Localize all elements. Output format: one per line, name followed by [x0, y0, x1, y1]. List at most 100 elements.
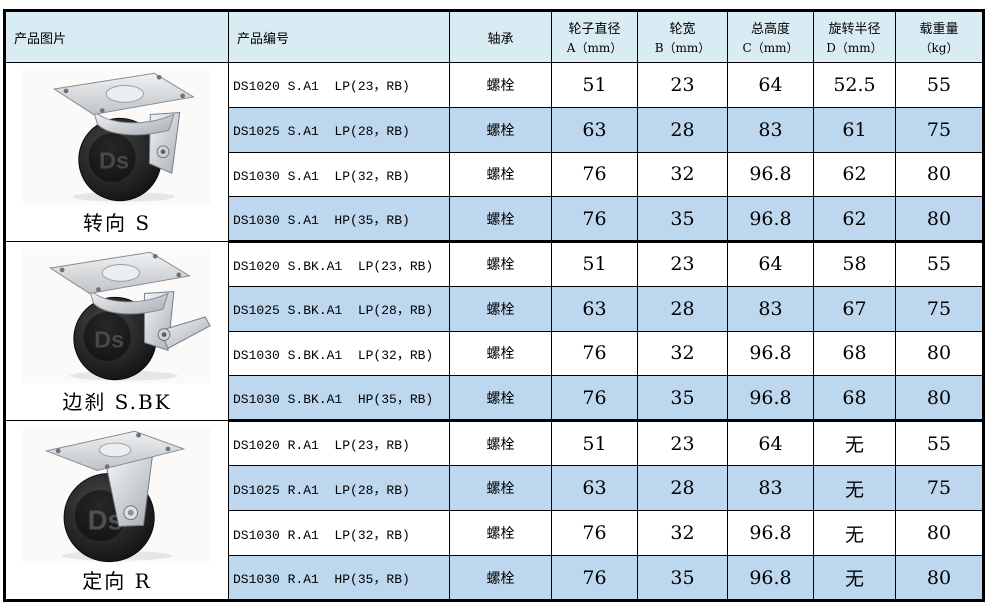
product-image-cell-brake: Ds 边刹 S.BK: [4, 241, 229, 421]
cell-swivel-radius: 52.5: [813, 62, 896, 108]
col-header-bearing: 轴承: [449, 10, 552, 63]
cell-product-code: DS1020 R.A1 LP(23，RB): [228, 420, 450, 466]
cell-wheel-diameter: 76: [551, 375, 638, 422]
cell-wheel-diameter: 63: [551, 106, 638, 153]
table-row: Ds 定向 R DS1020 R.A1 LP(23，RB) 螺栓: [4, 420, 984, 601]
cell-product-code: DS1030 R.A1 HP(35，RB): [228, 555, 450, 602]
cell-wheel-width: 23: [637, 62, 728, 108]
cell-total-height: 96.8: [727, 375, 814, 422]
cell-load-capacity: 80: [895, 555, 984, 602]
group-caption: 定向 R: [82, 569, 152, 593]
table-row: Ds 边刹 S.BK: [4, 241, 984, 421]
cell-swivel-radius: 68: [813, 330, 896, 377]
cell-total-height: 96.8: [727, 151, 814, 198]
cell-bearing: 螺栓: [449, 241, 552, 287]
cell-bearing: 螺栓: [449, 420, 552, 466]
cell-bearing: 螺栓: [449, 151, 552, 198]
cell-bearing: 螺栓: [449, 510, 552, 556]
cell-swivel-radius: 67: [813, 285, 896, 332]
col-header-label: 总高度: [750, 22, 790, 37]
cell-wheel-width: 32: [637, 510, 728, 556]
rigid-caster-image: Ds: [22, 426, 212, 563]
header-row: 产品图片 产品编号 轴承 轮子直径 A（mm） 轮宽 B（mm） 总高度 C（m…: [4, 10, 984, 63]
col-header-label: 产品编号: [237, 31, 290, 47]
cell-total-height: 64: [727, 62, 814, 108]
cell-total-height: 96.8: [727, 510, 814, 556]
caster-spec-table: 产品图片 产品编号 轴承 轮子直径 A（mm） 轮宽 B（mm） 总高度 C（m…: [3, 9, 985, 602]
group-caption: 转向 S: [82, 211, 152, 235]
cell-load-capacity: 55: [895, 420, 984, 466]
cell-load-capacity: 80: [895, 375, 984, 422]
cell-wheel-diameter: 63: [551, 465, 638, 511]
cell-swivel-radius: 62: [813, 196, 896, 243]
cell-swivel-radius: 58: [813, 241, 896, 287]
cell-product-code: DS1030 S.BK.A1 HP(35，RB): [228, 375, 450, 422]
col-header-label: 产品图片: [14, 31, 67, 47]
cell-total-height: 96.8: [727, 330, 814, 377]
cell-wheel-diameter: 76: [551, 555, 638, 602]
col-header-swivel-radius: 旋转半径 D（mm）: [813, 10, 896, 63]
cell-wheel-diameter: 76: [551, 330, 638, 377]
product-image-cell-rigid: Ds 定向 R: [4, 420, 229, 601]
table-row: DS1030 S.BK.A1 LP(32，RB) 螺栓 76 32 96.8 6…: [5, 330, 984, 377]
cell-product-code: DS1020 S.BK.A1 LP(23，RB): [228, 241, 450, 287]
cell-swivel-radius: 无: [813, 555, 896, 602]
cell-total-height: 83: [727, 465, 814, 511]
table-row: DS1030 S.A1 HP(35，RB) 螺栓 76 35 96.8 62 8…: [5, 196, 984, 243]
cell-product-code: DS1020 S.A1 LP(23，RB): [228, 62, 450, 108]
cell-wheel-width: 35: [637, 196, 728, 243]
cell-wheel-width: 28: [637, 106, 728, 153]
cell-total-height: 96.8: [727, 196, 814, 243]
cell-total-height: 83: [727, 106, 814, 153]
cell-wheel-diameter: 51: [551, 420, 638, 466]
rigid-caster-photo: Ds: [6, 422, 228, 567]
cell-swivel-radius: 61: [813, 106, 896, 153]
wheel-logo-text: Ds: [99, 147, 129, 173]
col-header-label: 轴承: [487, 31, 514, 47]
cell-wheel-diameter: 76: [551, 510, 638, 556]
swivel-brake-caster-image: Ds: [22, 247, 212, 384]
col-header-product-code: 产品编号: [228, 10, 450, 63]
cell-bearing: 螺栓: [449, 375, 552, 422]
cell-wheel-width: 35: [637, 555, 728, 602]
cell-bearing: 螺栓: [449, 285, 552, 332]
group-caption: 边刹 S.BK: [62, 390, 172, 414]
cell-product-code: DS1030 S.A1 LP(32，RB): [228, 151, 450, 198]
col-header-label: 载重量: [919, 22, 959, 37]
cell-swivel-radius: 无: [813, 510, 896, 556]
swivel-caster-photo: Ds: [6, 64, 228, 209]
cell-load-capacity: 75: [895, 285, 984, 332]
cell-bearing: 螺栓: [449, 196, 552, 243]
cell-wheel-width: 23: [637, 241, 728, 287]
col-header-label: 旋转半径: [828, 22, 881, 37]
cell-product-code: DS1030 S.BK.A1 LP(32，RB): [228, 330, 450, 377]
cell-wheel-diameter: 76: [551, 151, 638, 198]
cell-product-code: DS1025 S.A1 LP(28，RB): [228, 106, 450, 153]
table-row: DS1030 S.BK.A1 HP(35，RB) 螺栓 76 35 96.8 6…: [5, 375, 984, 422]
cell-bearing: 螺栓: [449, 465, 552, 511]
cell-total-height: 83: [727, 285, 814, 332]
cell-total-height: 96.8: [727, 555, 814, 602]
cell-wheel-width: 28: [637, 285, 728, 332]
cell-bearing: 螺栓: [449, 555, 552, 602]
cell-wheel-width: 28: [637, 465, 728, 511]
col-header-wheel-diameter: 轮子直径 A（mm）: [551, 10, 638, 63]
table-header: 产品图片 产品编号 轴承 轮子直径 A（mm） 轮宽 B（mm） 总高度 C（m…: [4, 10, 984, 63]
cell-wheel-width: 32: [637, 151, 728, 198]
cell-load-capacity: 80: [895, 510, 984, 556]
col-header-label: 轮宽: [669, 22, 696, 37]
cell-total-height: 64: [727, 241, 814, 287]
cell-load-capacity: 75: [895, 465, 984, 511]
table-row: DS1025 S.BK.A1 LP(28，RB) 螺栓 63 28 83 67 …: [5, 285, 984, 332]
cell-bearing: 螺栓: [449, 62, 552, 108]
cell-load-capacity: 75: [895, 106, 984, 153]
cell-wheel-diameter: 76: [551, 196, 638, 243]
col-header-sub: A（mm）: [566, 41, 623, 55]
table-row: Ds 转向 S DS1020 S.A1 LP(: [4, 62, 984, 242]
cell-product-code: DS1030 R.A1 LP(32，RB): [228, 510, 450, 556]
cell-wheel-diameter: 51: [551, 241, 638, 287]
cell-wheel-width: 35: [637, 375, 728, 422]
col-header-sub: B（mm）: [654, 41, 711, 55]
table-row: DS1025 S.A1 LP(28，RB) 螺栓 63 28 83 61 75: [5, 106, 984, 153]
product-image-cell-swivel: Ds 转向 S: [4, 62, 229, 242]
